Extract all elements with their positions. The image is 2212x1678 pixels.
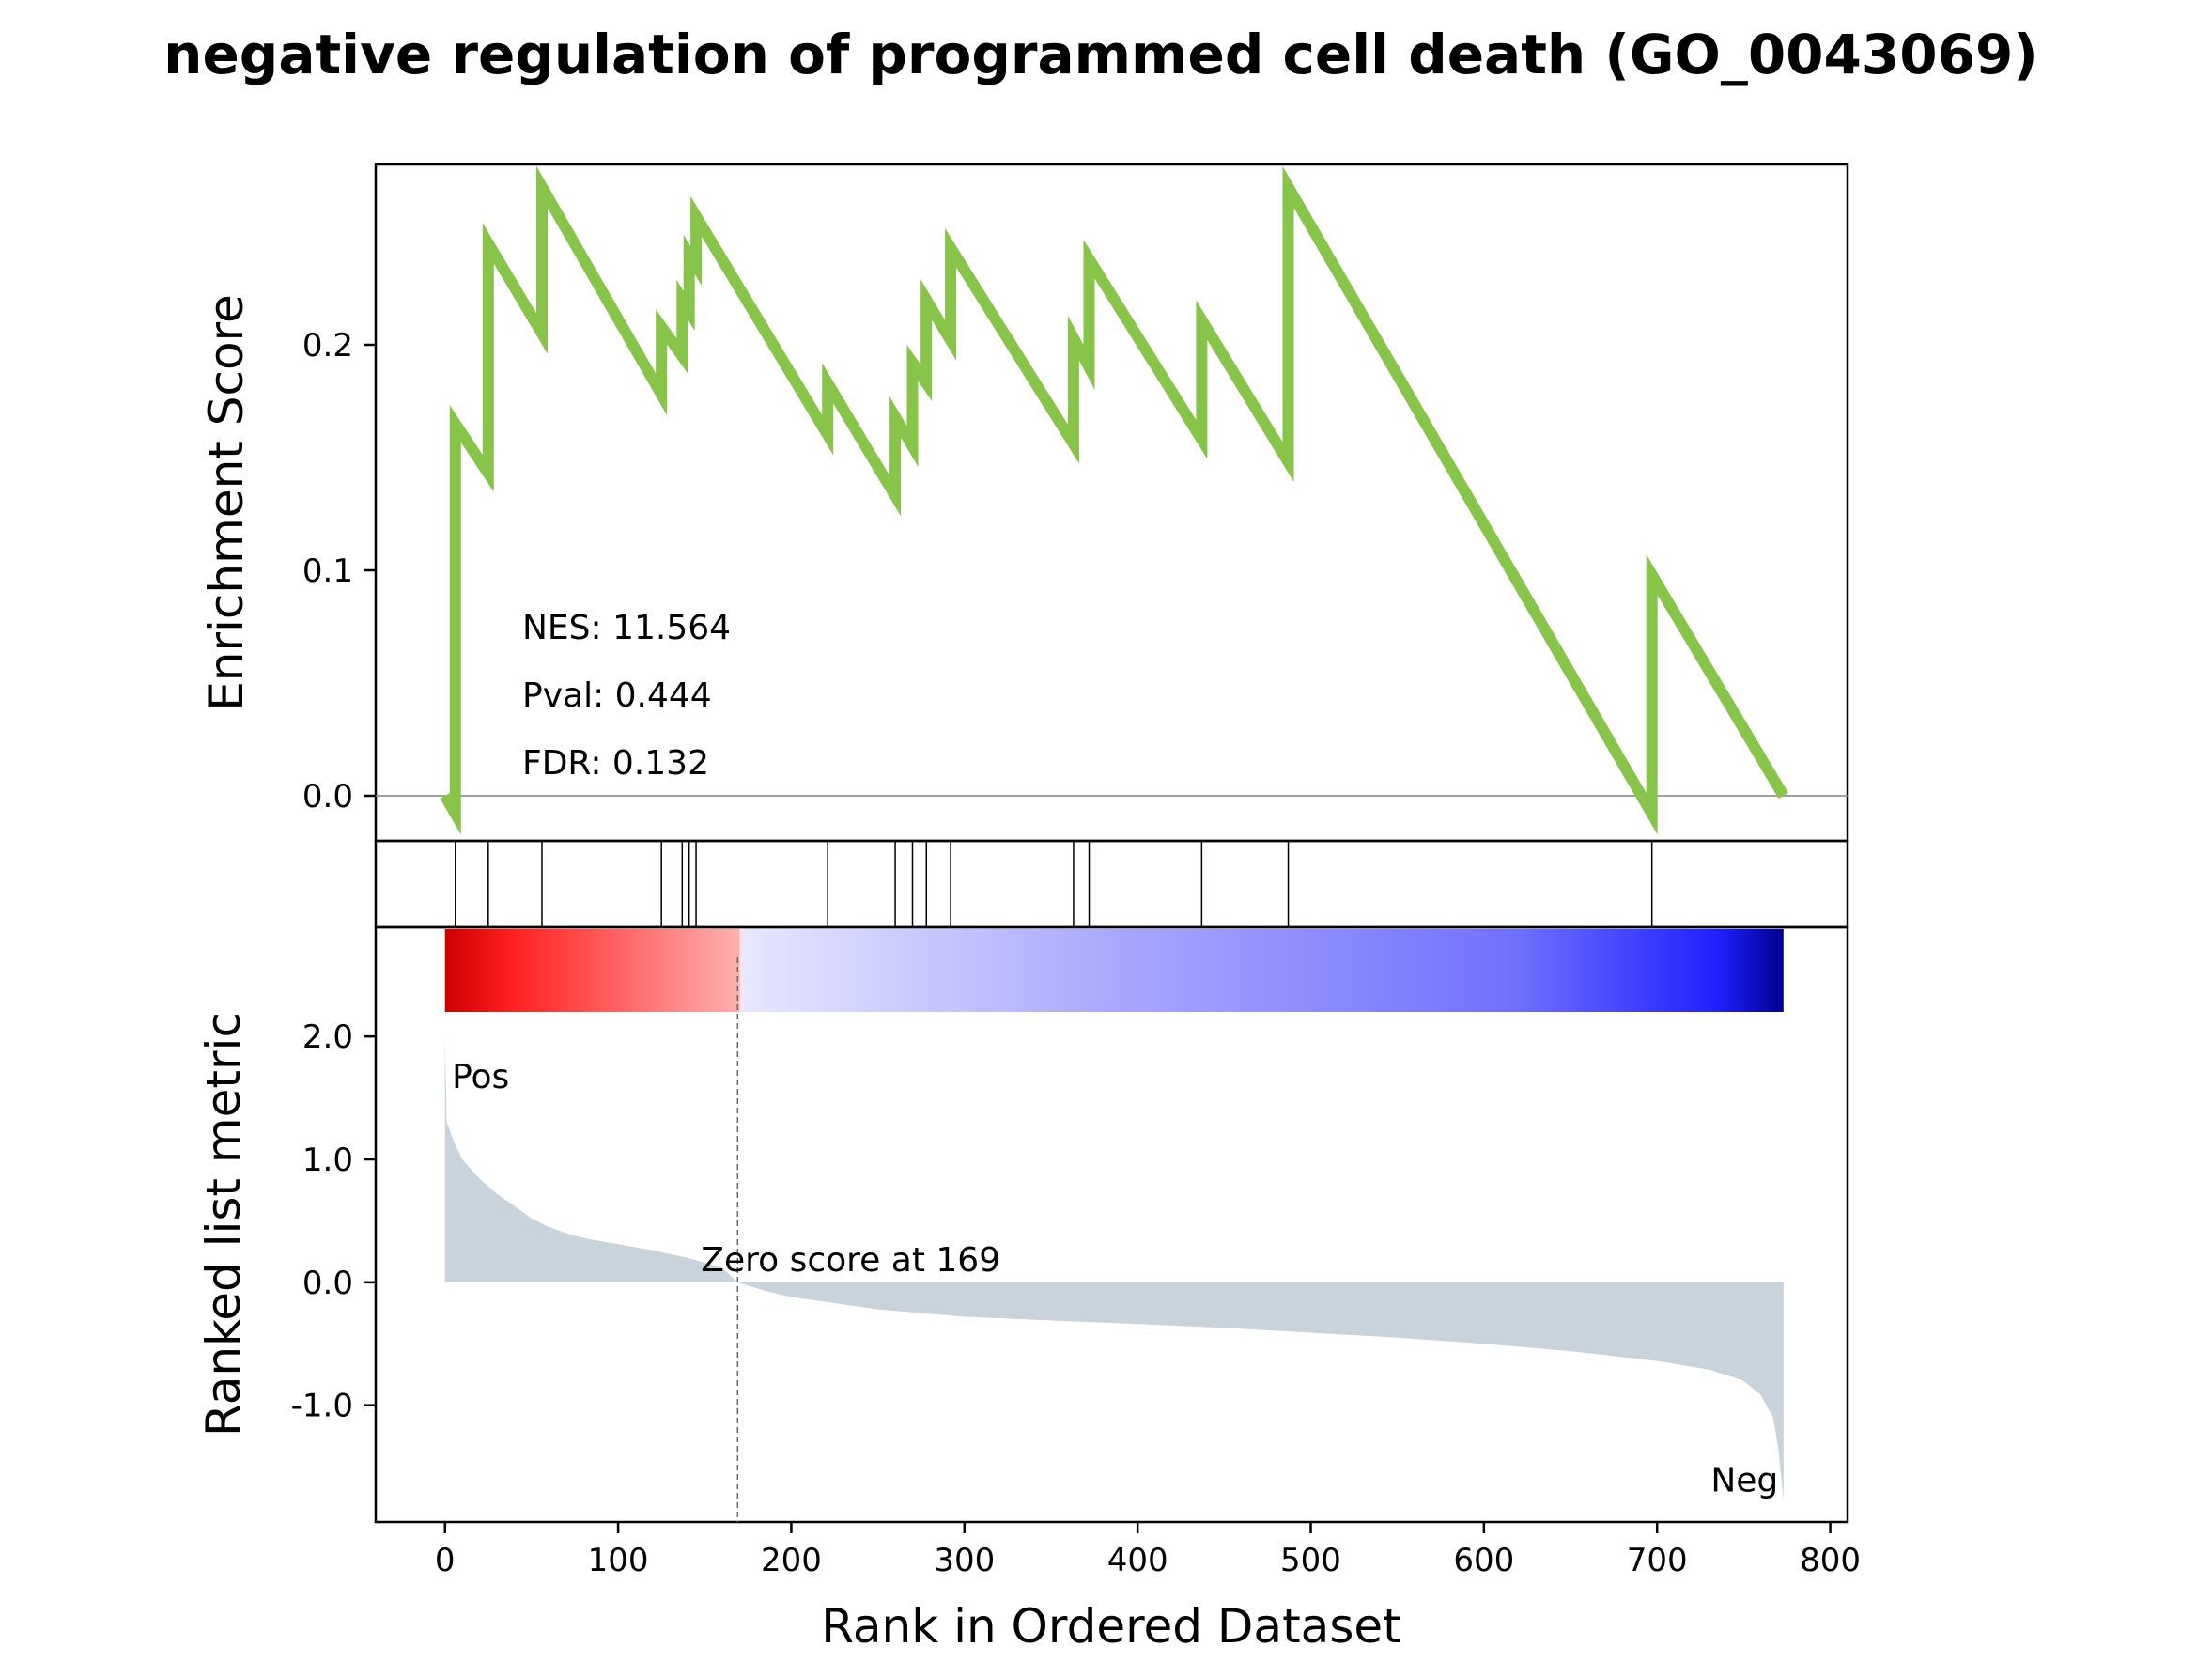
x-tick-label: 600: [1453, 1542, 1514, 1579]
x-tick-label: 800: [1800, 1542, 1861, 1579]
rank-colorbar: [444, 929, 1784, 1012]
x-tick-label: 400: [1107, 1542, 1168, 1579]
x-tick-label: 300: [934, 1542, 995, 1579]
ranked-panel: Zero score at 169 Pos Neg 2.01.00.0-1.0 …: [196, 925, 1849, 1524]
hits-frame: [374, 839, 1849, 929]
zero-score-label: Zero score at 169: [701, 1241, 1000, 1280]
x-tick-label: 100: [588, 1542, 649, 1579]
x-ticks: 0 100 200 300 400 500 600 700 800: [435, 1522, 1861, 1579]
enrichment-y-label: Enrichment Score: [199, 294, 254, 711]
ranked-y-tick-label: -1.0: [291, 1388, 353, 1425]
enrichment-y-tick-label: 0.2: [302, 327, 353, 365]
x-tick-label: 200: [761, 1542, 822, 1579]
ranked-y-tick-label: 1.0: [302, 1142, 353, 1179]
x-tick-label: 500: [1280, 1542, 1341, 1579]
hit-lines: [455, 841, 1653, 927]
enrichment-score-line: [440, 165, 1788, 835]
enrichment-y-ticks: 0.0 0.1 0.2: [302, 327, 376, 816]
pos-label: Pos: [452, 1058, 509, 1096]
ranked-metric-area: [444, 1036, 1784, 1501]
ranked-y-tick-label: 2.0: [302, 1018, 353, 1056]
chart-title: negative regulation of programmed cell d…: [163, 23, 2038, 86]
ranked-y-ticks: 2.0 1.0 0.0 -1.0: [291, 1018, 376, 1425]
x-tick-label: 0: [435, 1542, 456, 1579]
enrichment-y-tick-label: 0.0: [302, 778, 353, 816]
enrichment-y-tick-label: 0.1: [302, 552, 353, 590]
pval-label: Pval: 0.444: [522, 676, 712, 715]
ranked-y-tick-label: 0.0: [302, 1265, 353, 1302]
enrichment-panel: 0.0 0.1 0.2 Enrichment Score NES: 11.564 P…: [199, 163, 1849, 843]
neg-label: Neg: [1710, 1461, 1778, 1499]
ranked-y-label: Ranked list metric: [196, 1012, 251, 1437]
ranked-frame: [374, 925, 1849, 1524]
nes-label: NES: 11.564: [522, 609, 731, 647]
x-axis-label: Rank in Ordered Dataset: [821, 1599, 1400, 1654]
fdr-label: FDR: 0.132: [522, 744, 709, 783]
enrichment-frame: [374, 163, 1849, 843]
x-tick-label: 700: [1627, 1542, 1688, 1579]
hits-panel: [374, 839, 1849, 929]
